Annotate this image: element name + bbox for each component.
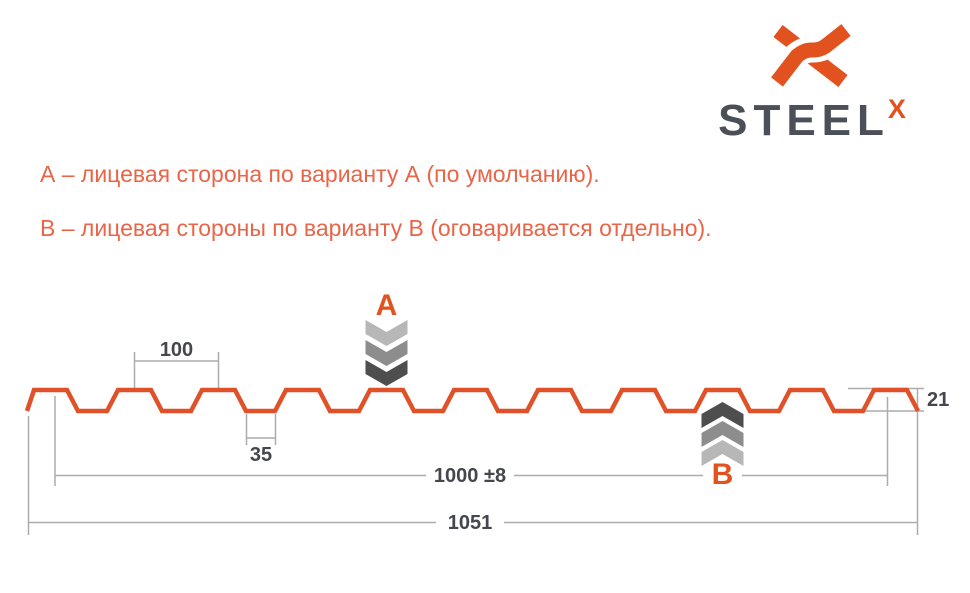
marker-b-label: B xyxy=(712,458,734,491)
steelx-x-icon xyxy=(771,24,851,87)
dim-rib-width: 35 xyxy=(245,414,277,466)
dim-height-label: 21 xyxy=(927,389,949,411)
note-line-a: А – лицевая сторона по варианту А (по ум… xyxy=(40,161,600,187)
dim-working-width-label: 1000 ±8 xyxy=(434,465,506,487)
x-icon-front-ribbon xyxy=(771,24,851,87)
marker-b-mask xyxy=(703,468,742,488)
dim-overall-width-label: 1051 xyxy=(448,512,493,534)
dim-overall-width: 1051 xyxy=(27,388,919,535)
marker-a-label: A xyxy=(376,289,398,322)
dim-pitch-label: 100 xyxy=(160,339,193,361)
profile-path xyxy=(24,387,920,414)
dim-pitch: 100 xyxy=(133,339,220,389)
chevron-down-icon xyxy=(365,320,408,386)
dim-working-width: 1000 ±8 xyxy=(54,396,889,487)
brand-wordmark: STEEL xyxy=(718,96,890,145)
brand-logo: STEELX xyxy=(697,24,927,146)
brand-wordline: STEELX xyxy=(697,94,927,146)
marker-b: B xyxy=(701,402,744,491)
marker-a: A xyxy=(365,289,408,386)
dim-rib-width-label: 35 xyxy=(250,444,272,466)
note-line-b: В – лицевая стороны по варианту В (огова… xyxy=(40,215,712,241)
brand-sup-x: X xyxy=(887,94,906,124)
chevron-up-icon xyxy=(701,402,744,466)
